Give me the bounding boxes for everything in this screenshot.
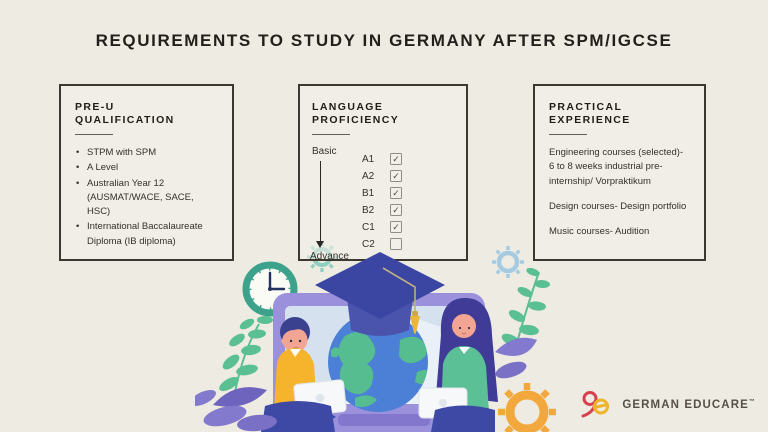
scale-basic-label: Basic xyxy=(312,146,337,158)
leaves-icon xyxy=(219,316,273,393)
checkbox-icon xyxy=(390,238,402,251)
checkbox-icon: ✓ xyxy=(390,221,402,234)
card-heading: PRACTICAL EXPERIENCE xyxy=(549,101,631,126)
level-label: B2 xyxy=(362,204,375,216)
globe-icon xyxy=(328,312,428,412)
card-practical-experience: PRACTICAL EXPERIENCE Engineering courses… xyxy=(533,84,706,261)
checkbox-icon: ✓ xyxy=(390,170,402,183)
proficiency-scale: Basic Advance A1 ✓ A2 ✓ B1 ✓ B2 ✓ xyxy=(310,146,454,271)
heading-underline xyxy=(75,134,113,136)
checkbox-icon: ✓ xyxy=(390,204,402,217)
gear-icon xyxy=(498,383,556,432)
card-language-proficiency: LANGUAGE PROFICIENCY Basic Advance A1 ✓ … xyxy=(298,84,468,262)
logo-mark-icon xyxy=(581,391,610,418)
list-item: Australian Year 12 (AUSMAT/WACE, SACE, H… xyxy=(75,177,218,220)
card-heading: LANGUAGE PROFICIENCY xyxy=(312,101,400,126)
level-row: C2 xyxy=(362,238,402,251)
card-pre-u-qualification: PRE-U QUALIFICATION STPM with SPM A Leve… xyxy=(59,84,234,261)
study-illustration xyxy=(195,252,556,432)
experience-paragraph: Music courses- Audition xyxy=(549,226,650,238)
logo-text: GERMAN EDUCARE™ xyxy=(622,399,756,411)
heading-underline xyxy=(312,134,350,136)
student-boy-icon xyxy=(261,317,347,432)
experience-paragraph: Engineering courses (selected)- 6 to 8 w… xyxy=(549,147,684,187)
leaves-icon xyxy=(495,267,550,379)
page-title: REQUIREMENTS TO STUDY IN GERMANY AFTER S… xyxy=(95,31,673,50)
experience-paragraph: Design courses- Design portfolio xyxy=(549,200,687,212)
level-row: C1 ✓ xyxy=(362,221,402,234)
leaves-icon xyxy=(195,387,277,432)
level-list: A1 ✓ A2 ✓ B1 ✓ B2 ✓ C1 ✓ xyxy=(362,153,402,251)
down-arrow-icon xyxy=(316,161,325,249)
level-label: C2 xyxy=(362,238,375,250)
level-label: A2 xyxy=(362,170,375,182)
list-item: International Baccalaureate Diploma (IB … xyxy=(75,220,218,249)
checkbox-icon: ✓ xyxy=(390,153,402,166)
level-row: B2 ✓ xyxy=(362,204,402,217)
level-row: A1 ✓ xyxy=(362,153,402,166)
scale-advance-label: Advance xyxy=(310,251,349,263)
level-row: A2 ✓ xyxy=(362,170,402,183)
level-label: C1 xyxy=(362,221,375,233)
trademark-symbol: ™ xyxy=(748,399,756,406)
level-row: B1 ✓ xyxy=(362,187,402,200)
graduation-cap-icon xyxy=(315,252,445,336)
card-heading: PRE-U QUALIFICATION xyxy=(75,101,175,126)
list-item: A Level xyxy=(75,161,218,176)
level-label: B1 xyxy=(362,187,375,199)
gear-icon xyxy=(492,246,524,278)
level-label: A1 xyxy=(362,153,375,165)
heading-underline xyxy=(549,134,587,136)
checkbox-icon: ✓ xyxy=(390,187,402,200)
student-girl-icon xyxy=(418,298,498,432)
list-item: STPM with SPM xyxy=(75,146,218,161)
german-educare-logo: GERMAN EDUCARE™ xyxy=(579,389,756,421)
qualification-list: STPM with SPM A Level Australian Year 12… xyxy=(75,146,218,249)
